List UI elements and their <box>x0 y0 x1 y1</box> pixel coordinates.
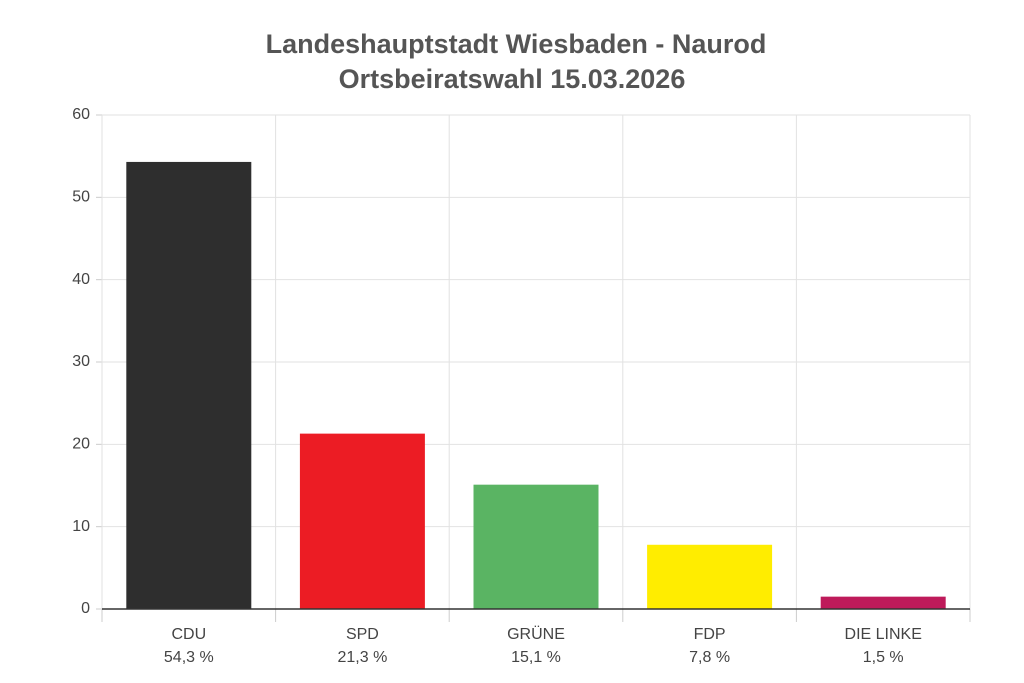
x-tick-label: GRÜNE <box>507 625 565 643</box>
chart-subtitle: Ortsbeiratswahl 15.03.2026 <box>339 64 686 94</box>
chart-title: Landeshauptstadt Wiesbaden - Naurod <box>266 29 767 59</box>
x-tick-label: SPD <box>346 626 379 643</box>
bar <box>473 484 599 609</box>
value-label: 21,3 % <box>337 649 387 666</box>
y-tick-label: 50 <box>72 189 90 206</box>
x-tick-label: FDP <box>694 626 726 643</box>
value-label: 15,1 % <box>511 649 561 666</box>
y-tick-label: 20 <box>72 436 90 453</box>
bar <box>299 433 425 609</box>
value-label: 1,5 % <box>863 649 904 666</box>
bar <box>126 161 252 609</box>
y-tick-label: 0 <box>81 600 90 617</box>
y-tick-label: 10 <box>72 518 90 535</box>
y-tick-label: 40 <box>72 271 90 288</box>
value-label: 54,3 % <box>164 649 214 666</box>
y-tick-label: 60 <box>72 106 90 123</box>
y-tick-label: 30 <box>72 353 90 370</box>
value-label: 7,8 % <box>689 649 730 666</box>
x-tick-label: DIE LINKE <box>845 626 922 643</box>
x-tick-label: CDU <box>171 626 206 643</box>
bar <box>647 544 773 609</box>
bar <box>820 596 946 609</box>
